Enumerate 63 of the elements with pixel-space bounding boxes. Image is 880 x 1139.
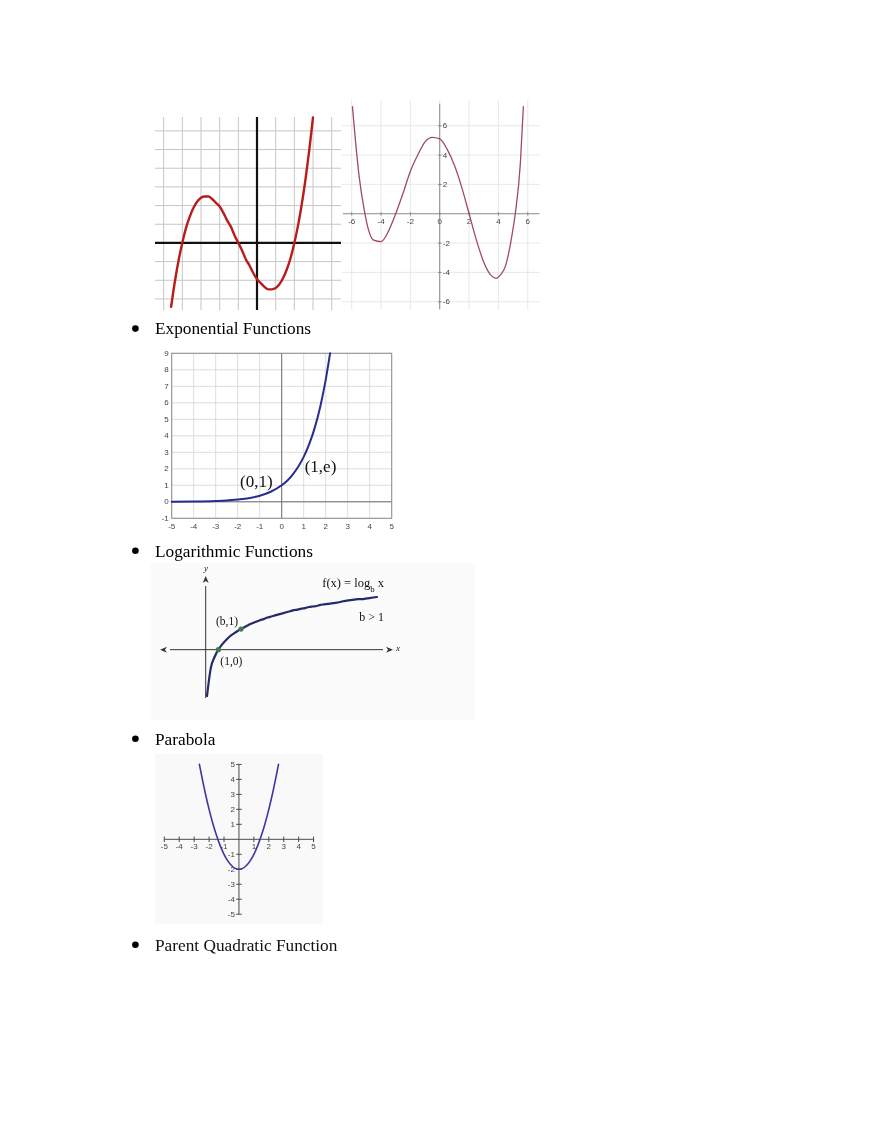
x-tick-label: -4 bbox=[377, 216, 386, 226]
y-tick-label: 7 bbox=[164, 381, 170, 391]
x-tick-label: 2 bbox=[323, 522, 329, 532]
x-tick-label: 3 bbox=[281, 841, 287, 851]
y-tick-label: -4 bbox=[227, 894, 236, 904]
y-tick-label: 0 bbox=[164, 497, 170, 507]
y-tick-label: 2 bbox=[164, 464, 170, 474]
y-tick-label: 2 bbox=[442, 179, 448, 189]
y-tick-label: 8 bbox=[164, 365, 170, 375]
y-tick-label: 5 bbox=[164, 414, 170, 424]
y-tick-label: -5 bbox=[227, 909, 236, 919]
annotation: (0,1) bbox=[240, 472, 273, 492]
x-tick-label: 0 bbox=[279, 522, 285, 532]
chart-title: Exponential Functions bbox=[155, 319, 312, 338]
y-tick-label: -3 bbox=[227, 879, 236, 889]
y-tick-label: 3 bbox=[164, 447, 170, 457]
y-tick-label: 2 bbox=[230, 804, 236, 814]
x-tick-label: 5 bbox=[311, 841, 317, 851]
series-label: f(x) = log$_{b}$ x bbox=[322, 576, 385, 594]
x-tick-label: 2 bbox=[266, 841, 272, 851]
chart-title: Parabola bbox=[155, 729, 216, 749]
y-tick-label: 4 bbox=[442, 150, 448, 160]
x-tick-label: -1 bbox=[256, 522, 264, 532]
line-series bbox=[198, 763, 280, 871]
x-tick-label: 4 bbox=[296, 841, 302, 851]
chart-title: Logarithmic Functions bbox=[155, 541, 314, 561]
y-tick-label: 6 bbox=[442, 121, 448, 131]
x-tick-label: -2 bbox=[406, 216, 415, 226]
annotation: (1,0) bbox=[220, 654, 243, 668]
annotation: b > 1 bbox=[359, 610, 384, 624]
x-tick-label: -4 bbox=[190, 522, 198, 532]
y-tick-label: -6 bbox=[442, 297, 451, 307]
y-tick-label: 1 bbox=[164, 480, 170, 490]
x-tick-label: -3 bbox=[212, 522, 220, 532]
x-tick-label: -4 bbox=[175, 841, 184, 851]
x-tick-label: 1 bbox=[301, 522, 307, 532]
x-tick-label: -1 bbox=[220, 841, 229, 851]
y-tick-label: 9 bbox=[164, 348, 170, 358]
x-tick-label: -6 bbox=[348, 216, 356, 226]
y-tick-label: 6 bbox=[164, 398, 170, 408]
annotation: (1,e) bbox=[304, 456, 337, 476]
y-tick-label: -2 bbox=[442, 238, 451, 248]
x-tick-label: 6 bbox=[525, 216, 531, 226]
y-tick-label: 4 bbox=[164, 431, 170, 441]
x-tick-label: 1 bbox=[251, 841, 257, 851]
y-tick-label: 3 bbox=[230, 789, 236, 799]
y-tick-label: -1 bbox=[227, 849, 236, 859]
y-tick-label: -1 bbox=[161, 513, 170, 523]
x-tick-label: 4 bbox=[496, 216, 502, 226]
x-tick-label: 5 bbox=[389, 522, 395, 532]
y-tick-label: -4 bbox=[442, 267, 451, 277]
x-tick-label: 2 bbox=[466, 216, 472, 226]
annotation: (b,1) bbox=[215, 615, 239, 629]
y-axis-title: y bbox=[203, 563, 208, 573]
x-tick-label: -2 bbox=[205, 841, 214, 851]
text: Parent Quadratic Function bbox=[155, 935, 338, 955]
y-tick-label: 5 bbox=[230, 759, 236, 769]
x-tick-label: 3 bbox=[345, 522, 351, 532]
y-tick-label: 1 bbox=[230, 819, 236, 829]
x-tick-label: -3 bbox=[190, 841, 199, 851]
y-tick-label: 4 bbox=[230, 774, 236, 784]
x-tick-label: 4 bbox=[367, 522, 373, 532]
x-axis-title: x bbox=[395, 643, 400, 653]
